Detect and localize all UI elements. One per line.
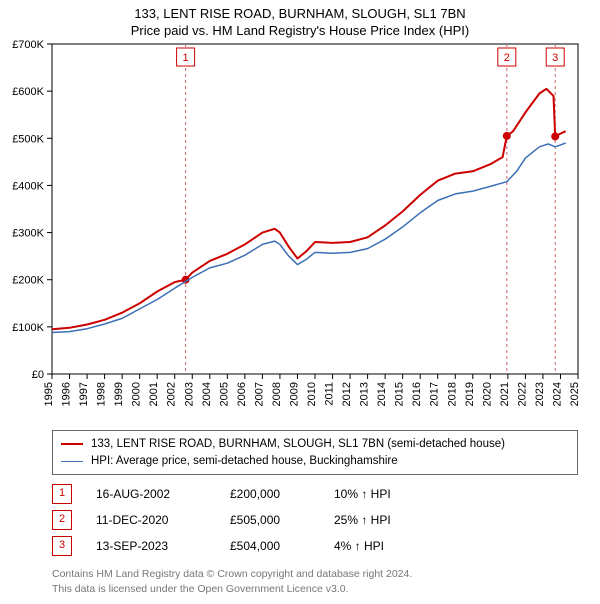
sale-date: 16-AUG-2002 [96,487,206,501]
svg-text:2004: 2004 [201,382,213,406]
svg-text:2: 2 [504,52,510,64]
svg-text:2015: 2015 [394,382,406,406]
legend-row-hpi: HPI: Average price, semi-detached house,… [61,453,569,470]
svg-text:2010: 2010 [306,382,318,406]
price-chart: £0 £100K £200K £300K £400K £500K £600K £700K 199… [0,38,600,426]
legend: 133, LENT RISE ROAD, BURNHAM, SLOUGH, SL… [52,430,578,475]
svg-text:2022: 2022 [516,382,528,406]
svg-text:2005: 2005 [218,382,230,406]
svg-text:2025: 2025 [569,382,581,406]
sale-date: 11-DEC-2020 [96,513,206,527]
svg-text:2006: 2006 [236,382,248,406]
svg-text:1: 1 [183,52,189,64]
sale-row: 1 16-AUG-2002 £200,000 10% ↑ HPI [52,481,578,507]
svg-text:2007: 2007 [253,382,265,406]
svg-text:1998: 1998 [96,382,108,406]
sale-price: £200,000 [230,487,310,501]
sale-date: 13-SEP-2023 [96,539,206,553]
legend-swatch-hpi [61,461,83,462]
sale-diff: 4% ↑ HPI [334,539,424,553]
chart-titles: 133, LENT RISE ROAD, BURNHAM, SLOUGH, SL… [0,0,600,38]
svg-text:£0: £0 [32,369,44,381]
svg-text:2021: 2021 [499,382,511,406]
svg-text:2012: 2012 [341,382,353,406]
svg-text:2017: 2017 [429,382,441,406]
license-line-2: This data is licensed under the Open Gov… [52,582,578,596]
svg-text:£300K: £300K [12,228,44,240]
svg-text:2008: 2008 [271,382,283,406]
title-line-1: 133, LENT RISE ROAD, BURNHAM, SLOUGH, SL… [0,6,600,21]
legend-row-property: 133, LENT RISE ROAD, BURNHAM, SLOUGH, SL… [61,436,569,453]
svg-text:2018: 2018 [446,382,458,406]
legend-label-property: 133, LENT RISE ROAD, BURNHAM, SLOUGH, SL… [91,436,505,453]
svg-text:2014: 2014 [376,382,388,406]
svg-text:£100K: £100K [12,322,44,334]
svg-text:2011: 2011 [324,382,336,406]
sale-row: 2 11-DEC-2020 £505,000 25% ↑ HPI [52,507,578,533]
svg-text:2016: 2016 [411,382,423,406]
svg-text:£700K: £700K [12,39,44,51]
chart-container: 133, LENT RISE ROAD, BURNHAM, SLOUGH, SL… [0,0,600,596]
svg-text:2024: 2024 [551,382,563,406]
svg-text:2000: 2000 [131,382,143,406]
svg-text:2001: 2001 [148,382,160,406]
svg-text:2019: 2019 [464,382,476,406]
sale-price: £505,000 [230,513,310,527]
svg-text:£200K: £200K [12,275,44,287]
legend-swatch-property [61,443,83,445]
svg-text:2013: 2013 [359,382,371,406]
svg-text:£400K: £400K [12,180,44,192]
sale-price: £504,000 [230,539,310,553]
sale-diff: 25% ↑ HPI [334,513,424,527]
sale-marker: 1 [52,484,72,504]
legend-label-hpi: HPI: Average price, semi-detached house,… [91,453,398,470]
svg-text:2002: 2002 [166,382,178,406]
sale-marker: 2 [52,510,72,530]
sale-row: 3 13-SEP-2023 £504,000 4% ↑ HPI [52,533,578,559]
svg-text:2009: 2009 [288,382,300,406]
license-text: Contains HM Land Registry data © Crown c… [52,567,578,595]
svg-text:£500K: £500K [12,133,44,145]
svg-text:2020: 2020 [481,382,493,406]
svg-text:£600K: £600K [12,86,44,98]
sale-marker: 3 [52,536,72,556]
license-line-1: Contains HM Land Registry data © Crown c… [52,567,578,581]
svg-text:1997: 1997 [78,382,90,406]
svg-text:1996: 1996 [61,382,73,406]
title-line-2: Price paid vs. HM Land Registry's House … [0,23,600,38]
sale-diff: 10% ↑ HPI [334,487,424,501]
svg-text:2003: 2003 [183,382,195,406]
svg-text:2023: 2023 [534,382,546,406]
svg-text:1999: 1999 [113,382,125,406]
sales-table: 1 16-AUG-2002 £200,000 10% ↑ HPI 2 11-DE… [52,481,578,559]
svg-text:3: 3 [552,52,558,64]
svg-text:1995: 1995 [43,382,55,406]
